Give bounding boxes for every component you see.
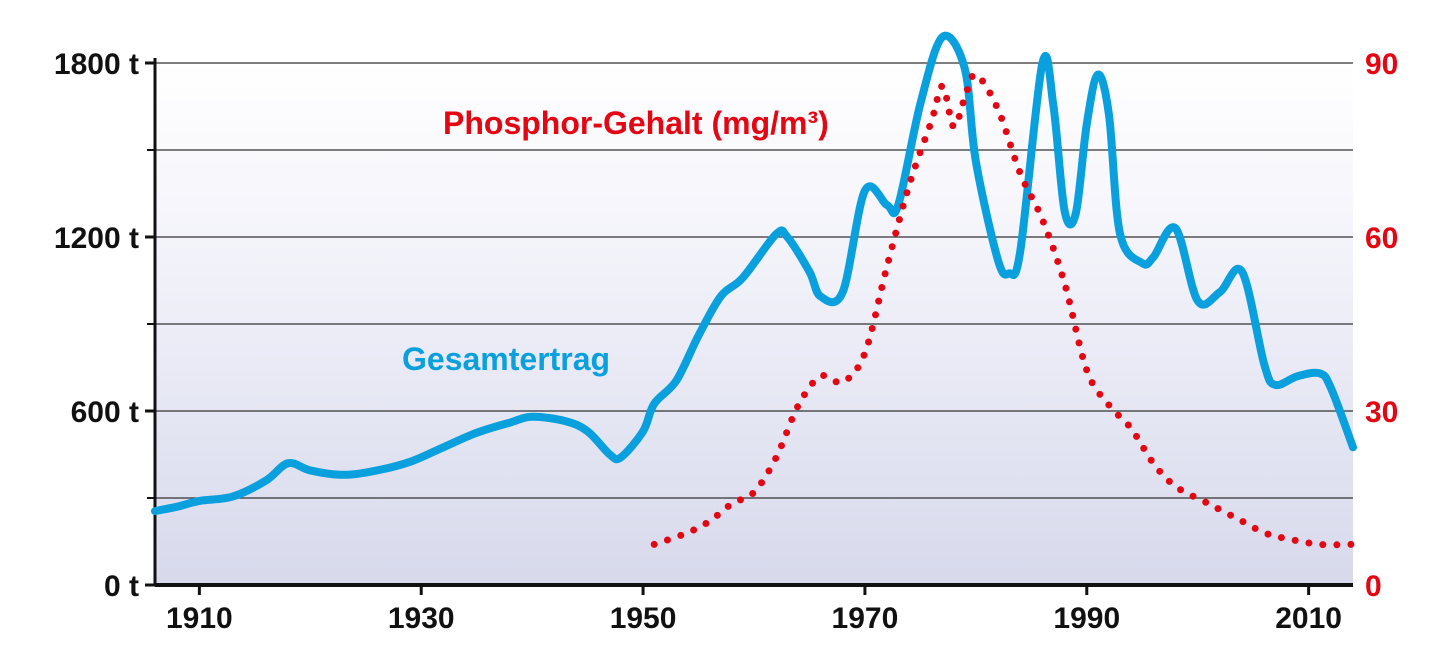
left-y-axis: 0 t 600 t 1200 t 1800 t xyxy=(54,48,157,603)
x-tick-label: 1990 xyxy=(1053,602,1120,635)
right-tick-label: 60 xyxy=(1365,222,1398,255)
x-axis: 1910 1930 1950 1970 1990 2010 xyxy=(155,583,1353,635)
x-tick-label: 1950 xyxy=(610,602,677,635)
right-tick-label: 30 xyxy=(1365,396,1398,429)
right-tick-label: 90 xyxy=(1365,48,1398,81)
right-y-axis: 0 30 60 90 xyxy=(1365,48,1398,603)
left-tick-label: 1200 t xyxy=(54,222,139,255)
series-line-phosphor xyxy=(650,71,1357,549)
x-tick-label: 1910 xyxy=(166,602,233,635)
series-labels: Gesamtertrag Phosphor-Gehalt (mg/m³) xyxy=(402,105,829,377)
series-layer xyxy=(151,31,1357,549)
series-line-gesamtertrag xyxy=(151,31,1357,516)
left-tick-label: 600 t xyxy=(71,396,139,429)
right-tick-label: 0 xyxy=(1365,570,1382,603)
left-tick-label: 1800 t xyxy=(54,48,139,81)
left-tick-label: 0 t xyxy=(104,570,139,603)
series-label-phosphor: Phosphor-Gehalt (mg/m³) xyxy=(443,105,829,141)
x-tick-label: 1970 xyxy=(832,602,899,635)
gridlines xyxy=(155,62,1353,499)
x-tick-label: 2010 xyxy=(1275,602,1342,635)
series-label-gesamtertrag: Gesamtertrag xyxy=(402,341,610,377)
x-tick-label: 1930 xyxy=(388,602,455,635)
